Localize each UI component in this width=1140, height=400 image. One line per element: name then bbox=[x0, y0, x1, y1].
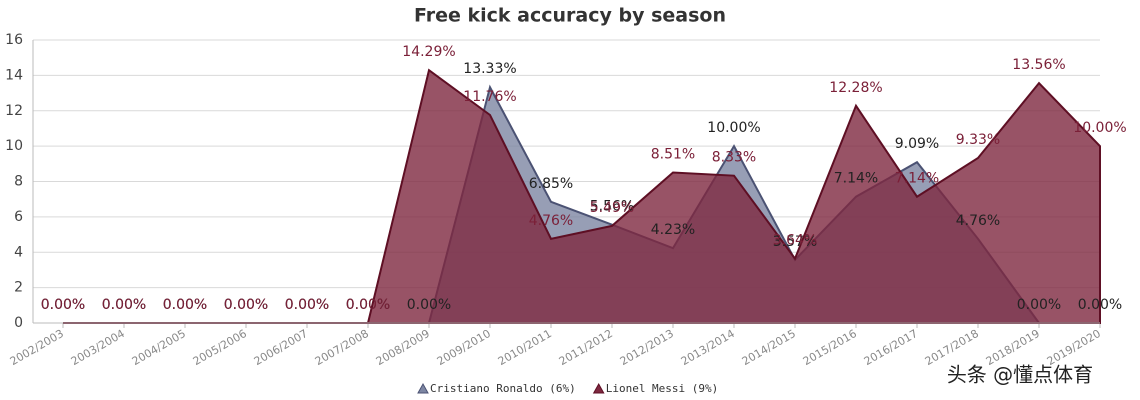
y-tick-label: 2 bbox=[14, 280, 23, 296]
y-tick-label: 16 bbox=[5, 32, 23, 48]
data-label: 0.00% bbox=[41, 297, 85, 313]
data-label: 9.33% bbox=[956, 132, 1000, 148]
data-label: 4.76% bbox=[529, 213, 573, 229]
chart-title: Free kick accuracy by season bbox=[414, 5, 726, 27]
data-label: 13.56% bbox=[1012, 57, 1065, 73]
data-label: 0.00% bbox=[346, 297, 390, 313]
data-label: 0.00% bbox=[163, 297, 207, 313]
data-label: 6.85% bbox=[529, 176, 573, 192]
x-tick-label: 2008/2009 bbox=[374, 327, 432, 368]
y-tick-label: 14 bbox=[5, 67, 23, 83]
legend-marker bbox=[417, 382, 429, 394]
x-tick-label: 2015/2016 bbox=[801, 327, 859, 368]
y-tick-label: 4 bbox=[14, 244, 23, 260]
legend-label: Lionel Messi (9%) bbox=[606, 382, 719, 395]
data-label: 0.00% bbox=[1017, 297, 1061, 313]
data-label: 4.23% bbox=[651, 222, 695, 238]
data-label: 14.29% bbox=[402, 44, 455, 60]
x-tick-label: 2006/2007 bbox=[252, 327, 310, 368]
data-label: 8.51% bbox=[651, 146, 695, 162]
x-tick-label: 2014/2015 bbox=[740, 327, 798, 368]
data-label: 7.14% bbox=[834, 171, 878, 187]
legend-marker bbox=[592, 382, 605, 394]
data-label: 0.00% bbox=[224, 297, 268, 313]
data-label: 3.57% bbox=[773, 234, 817, 250]
x-tick-label: 2004/2005 bbox=[130, 327, 188, 368]
data-label: 3.64% bbox=[773, 233, 817, 249]
data-label: 0.00% bbox=[285, 297, 329, 313]
data-label: 13.33% bbox=[463, 61, 516, 77]
x-tick-label: 2002/2003 bbox=[8, 327, 66, 368]
x-tick-label: 2007/2008 bbox=[313, 327, 371, 368]
x-tick-label: 2013/2014 bbox=[679, 327, 737, 368]
y-tick-label: 0 bbox=[14, 315, 23, 331]
data-label: 0.00% bbox=[1078, 297, 1122, 313]
data-label: 8.33% bbox=[712, 150, 756, 166]
data-label: 0.00% bbox=[41, 297, 85, 313]
x-tick-label: 2012/2013 bbox=[618, 327, 676, 368]
x-tick-label: 2016/2017 bbox=[862, 327, 920, 368]
y-tick-label: 10 bbox=[5, 138, 23, 154]
area bbox=[63, 68, 1101, 324]
data-label: 0.00% bbox=[102, 297, 146, 313]
x-tick-label: 2011/2012 bbox=[557, 327, 615, 368]
data-label: 0.00% bbox=[407, 297, 451, 313]
data-label: 10.00% bbox=[1073, 120, 1126, 136]
data-label: 11.76% bbox=[463, 89, 516, 105]
data-label: 12.28% bbox=[829, 80, 882, 96]
watermark: 头条 @懂点体育 bbox=[947, 363, 1093, 387]
data-label: 0.00% bbox=[102, 297, 146, 313]
data-label: 5.49% bbox=[590, 200, 634, 216]
y-tick-label: 8 bbox=[14, 174, 23, 190]
x-tick-label: 2009/2010 bbox=[435, 327, 493, 368]
data-label: 0.00% bbox=[346, 297, 390, 313]
data-label: 0.00% bbox=[163, 297, 207, 313]
data-label: 10.00% bbox=[707, 120, 760, 136]
data-label: 0.00% bbox=[285, 297, 329, 313]
y-tick-label: 6 bbox=[14, 209, 23, 225]
legend-label: Cristiano Ronaldo (6%) bbox=[430, 382, 576, 395]
data-label: 9.09% bbox=[895, 136, 939, 152]
x-tick-label: 2010/2011 bbox=[496, 327, 554, 368]
data-label: 7.14% bbox=[895, 171, 939, 187]
x-tick-label: 2005/2006 bbox=[191, 327, 249, 368]
data-label: 5.56% bbox=[590, 199, 634, 215]
data-label: 0.00% bbox=[224, 297, 268, 313]
y-tick-label: 12 bbox=[5, 103, 23, 119]
data-label: 4.76% bbox=[956, 213, 1000, 229]
x-tick-label: 2003/2004 bbox=[69, 327, 127, 368]
